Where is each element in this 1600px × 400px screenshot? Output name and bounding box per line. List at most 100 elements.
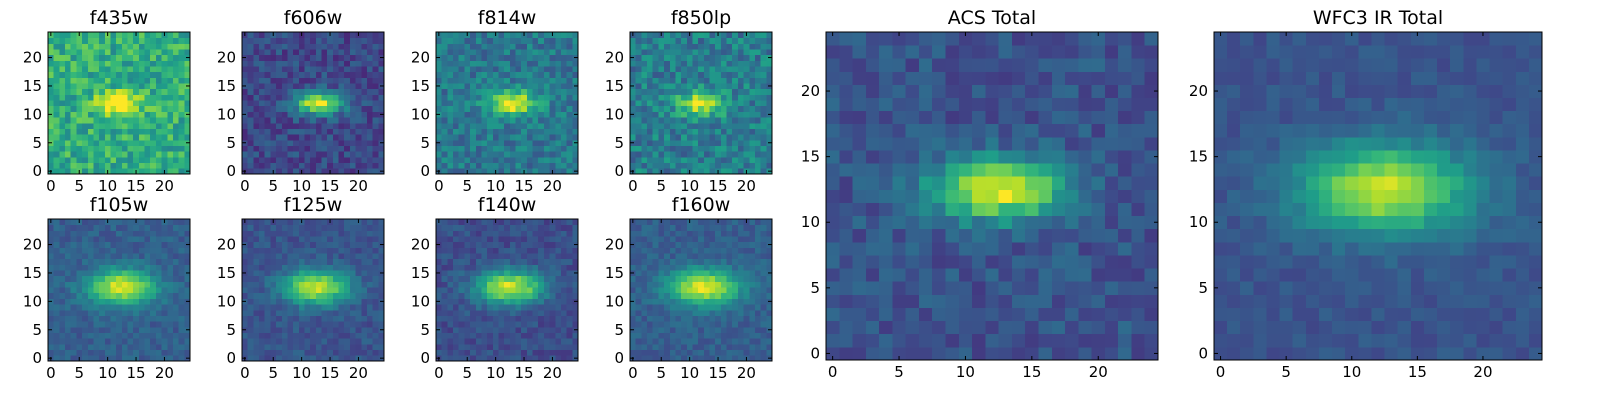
heatmap-cell <box>361 321 368 328</box>
heatmap-cell <box>155 298 162 305</box>
heatmap-cell <box>344 49 351 56</box>
heatmap-cell <box>749 156 756 164</box>
heatmap-cell <box>1078 84 1092 98</box>
heatmap-cell <box>865 58 880 72</box>
heatmap-cell <box>1104 241 1119 256</box>
heatmap-cell <box>498 32 505 39</box>
heatmap-cell <box>441 60 448 67</box>
heatmap-cell <box>675 162 682 169</box>
heatmap-cell <box>121 43 128 50</box>
heatmap-cell <box>178 309 185 316</box>
heatmap-cell <box>344 162 351 169</box>
heatmap-cell <box>958 333 973 348</box>
heatmap-cell <box>521 60 528 67</box>
heatmap-cell <box>259 71 266 78</box>
heatmap-cell <box>155 270 162 277</box>
heatmap-cell <box>65 253 72 260</box>
heatmap-cell <box>315 60 322 67</box>
heatmap-cell <box>133 162 140 169</box>
heatmap-cell <box>675 105 682 112</box>
heatmap-cell <box>110 54 117 61</box>
heatmap-cell <box>447 100 454 107</box>
heatmap-cell <box>709 43 716 50</box>
heatmap-cell <box>321 71 328 78</box>
heatmap-cell <box>344 60 351 67</box>
heatmap-cell <box>259 326 266 333</box>
heatmap-cell <box>538 349 545 356</box>
heatmap-cell <box>839 32 853 46</box>
heatmap-cell <box>754 54 762 61</box>
heatmap-cell <box>647 162 654 169</box>
heatmap-cell <box>726 168 733 175</box>
heatmap-cell <box>737 49 744 56</box>
heatmap-cell <box>287 162 294 169</box>
heatmap-cell <box>344 156 351 164</box>
heatmap-cell <box>526 100 533 107</box>
heatmap-cell <box>150 162 157 169</box>
heatmap-cell <box>315 292 322 299</box>
heatmap-cell <box>475 145 482 152</box>
heatmap-cell <box>515 100 522 107</box>
heatmap-cell <box>555 326 562 333</box>
heatmap-cell <box>344 32 351 39</box>
heatmap-cell <box>104 224 111 231</box>
heatmap-cell <box>293 168 300 175</box>
heatmap-cell <box>155 224 162 231</box>
heatmap-cell <box>53 168 60 175</box>
heatmap-cell <box>87 94 94 101</box>
heatmap-cell <box>178 54 185 61</box>
heatmap-cell <box>492 281 499 288</box>
heatmap-cell <box>1011 163 1026 177</box>
heatmap-cell <box>515 321 522 328</box>
heatmap-cell <box>475 270 482 277</box>
heatmap-cell <box>743 139 750 146</box>
heatmap-cell <box>1025 346 1039 361</box>
heatmap-cell <box>698 100 705 107</box>
heatmap-cell <box>327 332 334 339</box>
heatmap-cell <box>298 236 305 243</box>
heatmap-cell <box>304 122 311 129</box>
heatmap-cell <box>99 66 106 73</box>
y-tick-label: 20 <box>217 49 236 67</box>
x-tick-label: 20 <box>349 364 368 382</box>
heatmap-cell <box>1025 110 1039 125</box>
heatmap-cell <box>82 156 89 164</box>
heatmap-cell <box>304 304 311 311</box>
heatmap-cell <box>1051 136 1066 151</box>
heatmap-cell <box>515 66 522 73</box>
heatmap-cell <box>110 241 117 248</box>
heatmap-cell <box>161 230 168 237</box>
heatmap-cell <box>104 275 111 282</box>
heatmap-cell <box>155 60 162 67</box>
heatmap-cell <box>826 320 840 335</box>
heatmap-cell <box>104 264 111 271</box>
heatmap-cell <box>498 292 505 299</box>
heatmap-cell <box>167 219 174 226</box>
heatmap-cell <box>526 349 533 356</box>
heatmap-cell <box>298 326 305 333</box>
heatmap-cell <box>116 122 123 129</box>
heatmap-cell <box>59 145 66 152</box>
heatmap-cell <box>572 156 579 164</box>
heatmap-cell <box>150 37 157 44</box>
heatmap-cell <box>1144 346 1159 361</box>
heatmap-cell <box>242 105 249 112</box>
heatmap-cell <box>1091 281 1106 295</box>
heatmap-cell <box>298 270 305 277</box>
x-tick-label: 5 <box>268 177 278 195</box>
heatmap-cell <box>698 156 705 164</box>
heatmap-cell <box>865 97 880 112</box>
heatmap-cell <box>447 145 454 152</box>
heatmap-cell <box>526 49 533 56</box>
heatmap-cell <box>293 71 300 78</box>
panel-title: f850lp <box>671 7 731 29</box>
heatmap-cell <box>276 355 283 362</box>
heatmap-cell <box>754 88 762 95</box>
heatmap-cell <box>178 168 185 175</box>
heatmap-cell <box>470 139 477 146</box>
heatmap-cell <box>1065 228 1079 243</box>
heatmap-cell <box>464 94 471 101</box>
heatmap-cell <box>498 156 505 164</box>
heatmap-cell <box>470 37 477 44</box>
